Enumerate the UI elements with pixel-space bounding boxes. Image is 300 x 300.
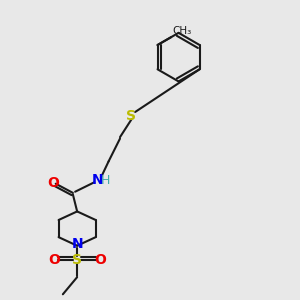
Text: N: N (71, 237, 83, 251)
Text: O: O (48, 253, 60, 267)
Text: S: S (72, 253, 82, 267)
Text: S: S (126, 109, 136, 123)
Text: O: O (94, 253, 106, 267)
Text: O: O (47, 176, 59, 190)
Text: H: H (101, 174, 110, 188)
Text: CH₃: CH₃ (173, 26, 192, 36)
Text: N: N (91, 173, 103, 187)
